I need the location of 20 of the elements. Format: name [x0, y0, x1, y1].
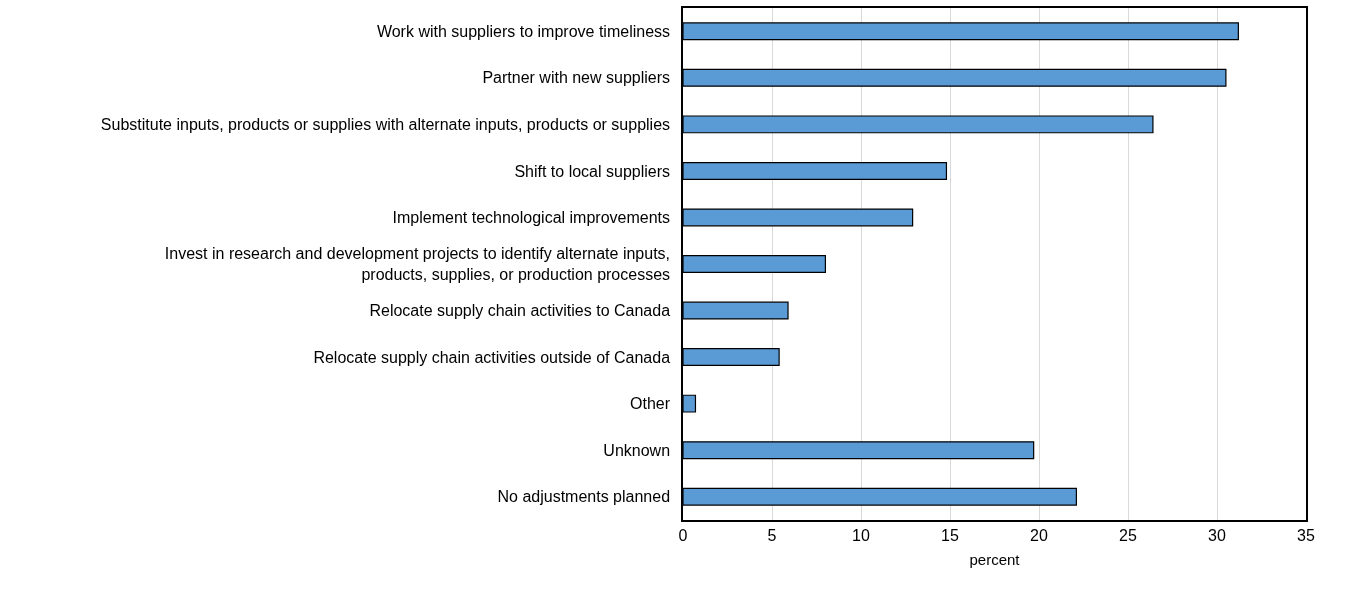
y-tick-label: Relocate supply chain activities to Canada [369, 302, 671, 320]
x-tick-label: 10 [852, 526, 870, 544]
y-tick-label: Unknown [603, 441, 671, 459]
y-tick-label: Work with suppliers to improve timeliness [376, 22, 671, 40]
x-tick-label: 5 [767, 526, 777, 544]
x-tick-label: 20 [1030, 526, 1048, 544]
x-tick-label: 30 [1208, 526, 1226, 544]
x-tick-label: 35 [1297, 526, 1315, 544]
y-tick-label: Substitute inputs, products or supplies with alternate inputs, products or supplies [100, 115, 671, 133]
y-tick-label: Shift to local suppliers [514, 162, 671, 180]
y-tick-label: Partner with new suppliers [482, 69, 671, 87]
y-tick-label: No adjustments planned [497, 488, 671, 506]
y-tick-label: Invest in research and development projects to identify alternate inputs, products, supplies, or production processes [164, 245, 671, 283]
y-tick-label: Relocate supply chain activities outside of Canada [313, 348, 671, 366]
y-tick-label: Other [630, 395, 671, 413]
x-tick-label: 0 [678, 526, 688, 544]
x-tick-label: 15 [941, 526, 959, 544]
x-tick-label: 25 [1119, 526, 1137, 544]
y-tick-label: Implement technological improvements [392, 209, 671, 227]
x-axis-title: percent [969, 551, 1021, 569]
